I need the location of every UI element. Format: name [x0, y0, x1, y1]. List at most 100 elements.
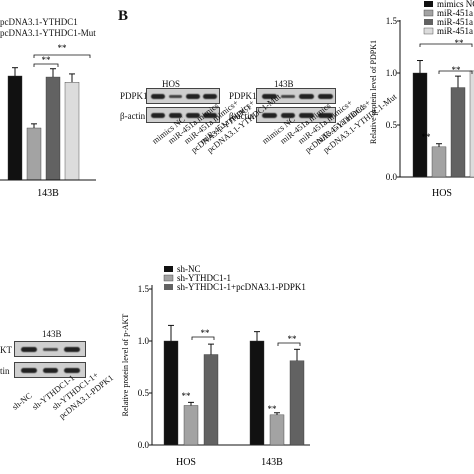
row-label-pdpk1: PDPK1: [120, 91, 148, 101]
band: [186, 113, 200, 118]
band: [318, 113, 333, 118]
band: [262, 94, 277, 99]
row-label-actin: β-actin: [229, 111, 255, 121]
bar: [431, 146, 447, 178]
blot-title-hos: HOS: [162, 79, 181, 89]
legend-entry: miR-451a: [437, 26, 473, 36]
sig-bracket: [438, 70, 473, 74]
sig-label: **: [182, 391, 192, 401]
western-blot-actin-143b: [256, 107, 336, 123]
tick-label: 0.5: [386, 120, 398, 130]
band: [299, 113, 314, 118]
band: [151, 94, 165, 99]
sig-label: **: [455, 38, 465, 48]
legend-entry: sh-NC: [177, 264, 201, 274]
western-blot-pdpk1-143b: [256, 88, 336, 104]
sig-label: **: [201, 328, 211, 338]
sig-label: **: [42, 55, 52, 65]
sig-label: **: [58, 43, 68, 53]
band: [151, 113, 165, 118]
western-blot-pdpk1-hos: [146, 88, 220, 104]
tick-label: 0.0: [138, 440, 150, 450]
band: [43, 368, 58, 373]
sig-label: **: [288, 334, 298, 344]
bar: [412, 72, 428, 178]
band: [186, 94, 200, 99]
band: [203, 113, 217, 118]
bar: [64, 82, 80, 181]
bar: [249, 340, 265, 446]
band: [21, 347, 37, 352]
legend-swatch: [424, 19, 433, 25]
row-label-akt: KT: [0, 345, 12, 355]
chart-p-akt: Relative protein level of p-AKT 0.0 0.5 …: [121, 264, 310, 468]
legend-swatch: [163, 274, 174, 282]
legend-entry: mimics NC: [437, 0, 474, 9]
bar: [289, 360, 305, 446]
category-label: HOS: [176, 457, 196, 468]
bar: [26, 127, 42, 181]
sig-label: **: [422, 132, 432, 142]
legend-entry: miR-451a: [437, 17, 473, 27]
panel-label-b: B: [118, 8, 129, 24]
legend-entry: sh-YTHDC1-1: [177, 273, 231, 283]
band: [64, 368, 80, 373]
sig-bracket: [191, 336, 215, 340]
y-axis-label: Relative protein level of PDPK1: [369, 40, 378, 144]
band: [169, 113, 182, 118]
band: [203, 94, 217, 99]
western-blot-actin-hos: [146, 107, 220, 123]
band: [281, 113, 295, 118]
band: [299, 94, 314, 99]
sig-bracket: [419, 43, 473, 47]
band: [21, 368, 37, 373]
sig-bracket: [33, 54, 91, 58]
legend-entry-2: pcDNA3.1-YTHDC1-Mut: [0, 28, 96, 38]
legend-swatch: [424, 1, 433, 7]
bar: [203, 354, 219, 446]
tick-label: 1.5: [138, 284, 150, 294]
legend-swatch: [423, 9, 434, 17]
bar: [163, 340, 179, 446]
bar: [469, 70, 474, 178]
blot-title-143b: 143B: [42, 329, 62, 339]
lane-label: sh-NC: [10, 390, 34, 412]
x-label: 143B: [37, 188, 59, 199]
bar: [450, 87, 466, 178]
legend-entry: sh-YTHDC1-1+pcDNA3.1-PDPK1: [177, 282, 306, 292]
row-label-actin: tin: [0, 366, 10, 376]
band: [281, 95, 295, 98]
sig-label: **: [452, 65, 462, 75]
chart-top-left: ** ** 143B: [0, 43, 96, 199]
sig-label: **: [268, 404, 278, 414]
legend-entry: miR-451a: [437, 8, 473, 18]
tick-label: 1.5: [386, 16, 398, 26]
legend-swatch: [423, 27, 434, 35]
bar: [183, 405, 199, 446]
band: [318, 94, 333, 99]
x-label: HOS: [432, 188, 452, 199]
legend-swatch: [164, 284, 173, 290]
sig-bracket: [33, 63, 59, 67]
band: [262, 113, 277, 118]
blot-title-143b: 143B: [274, 79, 294, 89]
western-blot-akt: [14, 341, 86, 357]
row-label-pdpk1: PDPK1: [229, 91, 257, 101]
band: [43, 348, 58, 351]
category-label: 143B: [261, 457, 283, 468]
legend-swatch: [164, 266, 173, 272]
legend-entry-1: pcDNA3.1-YTHDC1: [0, 17, 78, 27]
tick-label: 0.0: [386, 172, 398, 182]
western-blot-actin: [14, 362, 86, 378]
tick-label: 1.0: [386, 68, 398, 78]
bar: [269, 414, 285, 446]
tick-label: 0.5: [138, 388, 150, 398]
chart-pdpk1: Relative protein level of PDPK1 0.0 0.5 …: [369, 0, 474, 199]
band: [169, 95, 182, 98]
y-axis-label: Relative protein level of p-AKT: [121, 314, 130, 417]
sig-bracket: [277, 342, 301, 346]
bar: [45, 76, 61, 181]
bar: [7, 75, 23, 181]
row-label-actin: β-actin: [120, 111, 146, 121]
band: [64, 347, 80, 352]
